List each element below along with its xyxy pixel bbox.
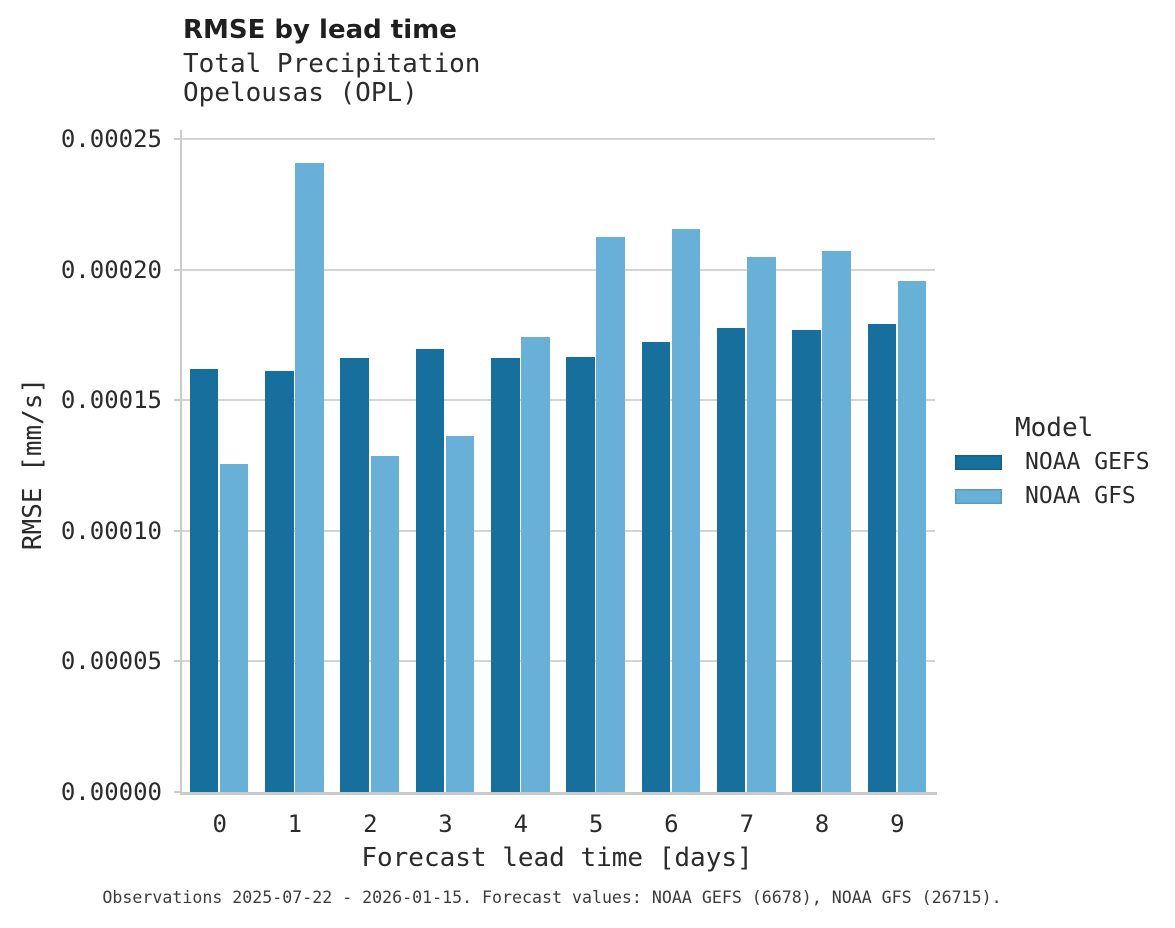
- bar-noaa-gefs-lead-9: [867, 323, 896, 792]
- bar-noaa-gefs-lead-7: [716, 327, 746, 792]
- x-tick-label-4: 4: [513, 810, 529, 838]
- y-axis-line: [180, 130, 182, 794]
- gridline-0.00015: [182, 399, 935, 402]
- chart-title: RMSE by lead time: [183, 15, 457, 45]
- y-tick-label-0.00005: 0.00005: [60, 647, 162, 676]
- x-axis-label: Forecast lead time [days]: [361, 843, 753, 873]
- y-tick-label-0.00020: 0.00020: [60, 255, 162, 284]
- bar-noaa-gefs-lead-8: [792, 330, 821, 792]
- y-tick-0.00000: [174, 791, 182, 793]
- bar-noaa-gfs-lead-9: [897, 280, 927, 792]
- gridline-0.00010: [182, 529, 935, 532]
- gridline-0.00025: [182, 138, 935, 140]
- chart-subtitle-station: Opelousas (OPL): [183, 78, 418, 108]
- bar-noaa-gefs-lead-0: [189, 368, 219, 792]
- x-tick-label-6: 6: [664, 810, 679, 838]
- bar-noaa-gefs-lead-4: [491, 358, 520, 792]
- legend: Model NOAA GEFS NOAA GFS: [955, 413, 1175, 523]
- bar-noaa-gefs-lead-1: [265, 370, 294, 792]
- y-tick-label-0.00015: 0.00015: [60, 386, 162, 415]
- y-tick-0.00005: [174, 660, 182, 663]
- bar-noaa-gefs-lead-2: [340, 357, 369, 792]
- x-axis-line: [180, 792, 937, 795]
- legend-label-noaa-gfs: NOAA GFS: [1025, 483, 1136, 509]
- legend-label-noaa-gefs: NOAA GEFS: [1025, 449, 1150, 475]
- gridline-0.00005: [182, 660, 935, 663]
- x-tick-label-1: 1: [287, 810, 303, 838]
- y-tick-0.00025: [174, 138, 182, 140]
- y-tick-label-0.00010: 0.00010: [60, 516, 162, 545]
- gridline-0.00020: [182, 268, 935, 271]
- y-tick-0.00015: [174, 399, 182, 402]
- x-tick-label-9: 9: [890, 810, 905, 838]
- bar-noaa-gfs-lead-2: [370, 456, 399, 792]
- plot-area: [182, 138, 935, 792]
- y-tick-0.00010: [174, 529, 182, 532]
- x-tick-label-8: 8: [814, 810, 830, 838]
- legend-swatch-noaa-gefs-icon: [955, 455, 1002, 470]
- bar-noaa-gfs-lead-1: [295, 163, 324, 792]
- bar-noaa-gfs-lead-5: [596, 237, 625, 792]
- bar-noaa-gfs-lead-8: [822, 251, 851, 792]
- bar-noaa-gefs-lead-5: [566, 357, 595, 792]
- x-tick-label-5: 5: [588, 810, 604, 838]
- x-tick-label-0: 0: [212, 810, 227, 838]
- chart-subtitle-variable: Total Precipitation: [183, 49, 481, 79]
- legend-swatch-noaa-gfs-icon: [955, 489, 1002, 504]
- x-tick-label-2: 2: [363, 810, 378, 838]
- bar-noaa-gfs-lead-3: [445, 436, 475, 792]
- x-tick-label-3: 3: [438, 810, 453, 838]
- y-tick-label-0.00000: 0.00000: [60, 778, 162, 806]
- y-tick-label-0.00025: 0.00025: [60, 125, 162, 153]
- bar-noaa-gfs-lead-6: [671, 229, 701, 792]
- y-tick-0.00020: [174, 268, 182, 271]
- legend-title: Model: [1015, 413, 1094, 443]
- bar-noaa-gfs-lead-0: [219, 463, 249, 792]
- x-tick-label-7: 7: [739, 810, 755, 838]
- bar-noaa-gfs-lead-4: [521, 336, 550, 792]
- bar-noaa-gefs-lead-3: [415, 349, 445, 792]
- bar-noaa-gefs-lead-6: [641, 342, 671, 792]
- bar-noaa-gfs-lead-7: [747, 257, 776, 792]
- figure-caption: Observations 2025-07-22 - 2026-01-15. Fo…: [102, 888, 1002, 907]
